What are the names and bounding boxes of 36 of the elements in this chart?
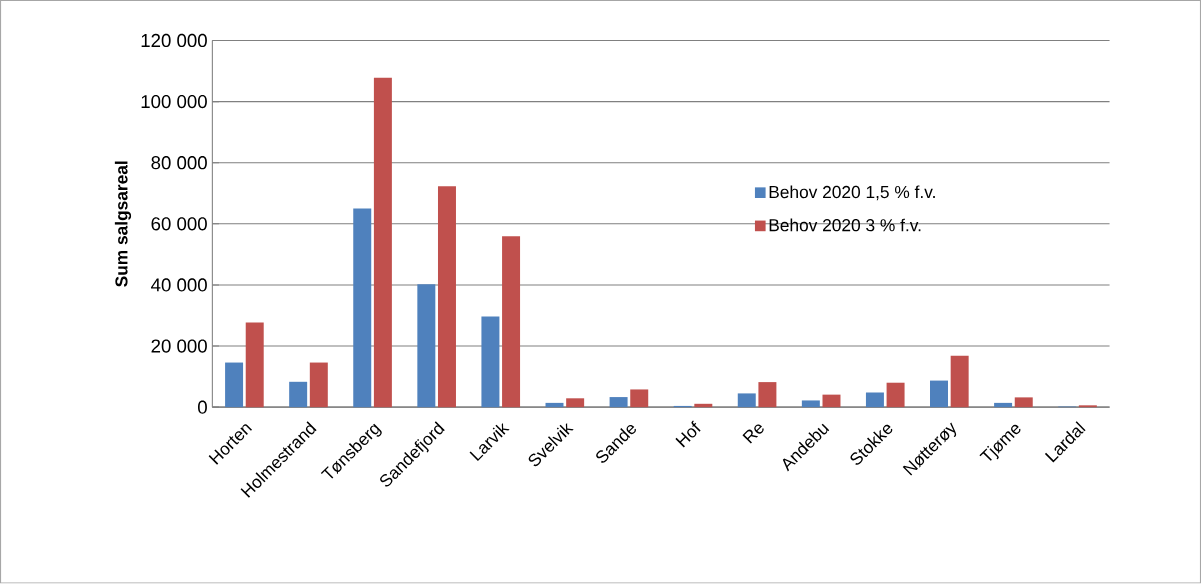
legend-label: Behov 2020 3 % f.v. xyxy=(769,218,921,232)
bar xyxy=(353,208,372,408)
y-tick-label: 40 000 xyxy=(151,278,207,292)
y-tick-label: 80 000 xyxy=(151,156,207,170)
bar xyxy=(630,389,649,408)
y-tick-label: 0 xyxy=(198,400,207,414)
bar xyxy=(694,404,713,408)
bar xyxy=(502,236,521,408)
bar xyxy=(1014,397,1033,408)
bar xyxy=(758,382,777,408)
y-tick-label: 60 000 xyxy=(151,217,207,231)
bar xyxy=(289,382,308,408)
x-tick-label: Hof xyxy=(675,420,701,448)
y-tick-label: 120 000 xyxy=(141,34,207,48)
bar xyxy=(737,393,756,408)
bar xyxy=(822,394,841,408)
legend-label: Behov 2020 1,5 % f.v. xyxy=(769,185,935,201)
x-tick-label: Re xyxy=(742,424,764,444)
y-tick-label: 100 000 xyxy=(141,95,207,109)
bar xyxy=(801,400,820,408)
bar xyxy=(886,382,905,408)
bar xyxy=(566,398,585,408)
bar xyxy=(309,362,328,408)
bar xyxy=(245,322,264,408)
bar xyxy=(994,403,1013,408)
bar xyxy=(437,186,456,408)
bar xyxy=(373,78,392,408)
bar xyxy=(865,392,884,408)
bar xyxy=(609,397,628,408)
y-tick-label: 20 000 xyxy=(151,339,207,353)
bar xyxy=(481,316,500,408)
bar xyxy=(950,356,969,408)
y-axis-title: Sum salgsareal xyxy=(114,161,132,288)
bar xyxy=(417,284,436,408)
bar xyxy=(930,380,948,408)
bar xyxy=(225,362,244,408)
